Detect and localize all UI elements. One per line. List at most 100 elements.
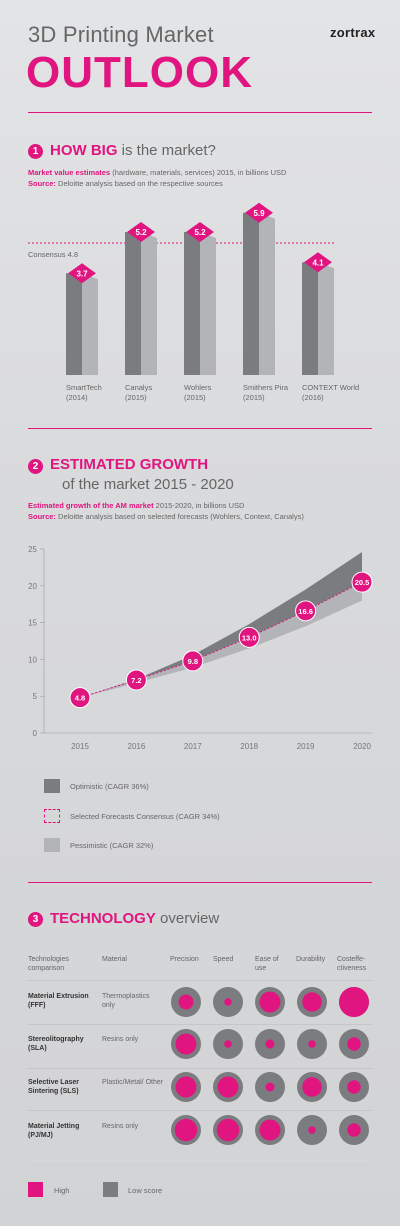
point-label: 20.5 <box>355 578 370 587</box>
point-marker <box>69 687 91 709</box>
section1-subtitle: Market value estimates (hardware, materi… <box>28 167 378 189</box>
score-dot-fill <box>347 1080 361 1094</box>
point-label: 7.2 <box>131 676 141 685</box>
legend-high-label: High <box>54 1186 70 1195</box>
score-dot-fill <box>259 991 281 1013</box>
section1-subtitle-bold: Market value estimates <box>28 168 111 177</box>
point-marker <box>295 600 317 622</box>
section1-title-rest: is the market? <box>117 142 216 159</box>
col-header-tech: Technologies comparison <box>28 956 69 972</box>
bar-value-marker <box>245 202 273 223</box>
consensus-label: Consensus 4.8 <box>28 250 79 259</box>
bar-value-marker <box>68 263 96 284</box>
score-dot-fill <box>302 1077 322 1097</box>
score-dot-fill <box>308 1126 316 1134</box>
bar-front <box>302 262 318 375</box>
legend-swatch-pessimistic <box>44 838 60 852</box>
section2-source-bold: Source: <box>28 512 56 521</box>
bar-value-marker <box>127 222 155 242</box>
divider <box>28 428 372 429</box>
consensus-point: 4.8 <box>69 687 91 709</box>
bar-side <box>141 232 157 375</box>
section2-title-line2: of the market 2015 - 2020 <box>62 476 234 493</box>
y-tick-label: 20 <box>28 582 37 591</box>
score-dot-fill <box>174 1118 198 1142</box>
point-marker <box>238 626 260 648</box>
score-dot <box>171 1115 201 1145</box>
section2-source-rest: Deloitte analysis based on selected fore… <box>55 512 304 521</box>
score-dot <box>255 987 285 1017</box>
score-dot-fill <box>347 1123 361 1137</box>
bar-value-label: 4.1 <box>312 258 324 267</box>
point-marker <box>182 650 204 672</box>
point-label: 16.6 <box>298 607 313 616</box>
row-material-pjmj: Resins only <box>102 1123 139 1130</box>
score-dot-fill <box>217 1076 239 1098</box>
y-tick-label: 25 <box>28 545 37 554</box>
divider <box>28 882 372 883</box>
bar-1: 5.2 <box>125 222 157 375</box>
col-header-speed: Speed <box>213 956 234 963</box>
y-tick-label: 0 <box>33 729 38 738</box>
score-dot <box>171 987 201 1017</box>
score-dot-fill <box>175 1033 197 1055</box>
x-tick-label: 2018 <box>240 742 258 751</box>
x-tick-label: 2015 <box>71 742 89 751</box>
row-separator <box>28 1024 372 1025</box>
row-separator <box>28 1110 372 1111</box>
score-dot <box>339 1029 369 1059</box>
score-dot <box>339 987 369 1017</box>
score-dot-fill <box>339 987 369 1017</box>
bar-category-label: SmartTech (2014) <box>66 383 102 402</box>
bar-value-label: 5.2 <box>194 228 206 237</box>
point-marker <box>125 669 147 691</box>
section2-subtitle: Estimated growth of the AM market 2015-2… <box>28 500 388 522</box>
section2-title: ESTIMATED GROWTH <box>50 456 208 473</box>
legend-swatch-optimistic <box>44 779 60 793</box>
divider <box>28 1160 372 1161</box>
bar-3: 5.9 <box>243 202 275 375</box>
score-dot <box>297 1115 327 1145</box>
score-grid <box>171 987 369 1145</box>
col-header-durability: Durability <box>296 956 326 963</box>
bar-front <box>66 273 82 375</box>
row-separator <box>28 980 372 981</box>
score-dot <box>255 1029 285 1059</box>
score-dot-fill <box>178 994 194 1010</box>
bar-category-label: Smithers Pira (2015) <box>243 383 289 402</box>
y-tick-label: 5 <box>33 692 38 701</box>
row-material-sls: Plastic/Metal/ Other <box>102 1079 164 1086</box>
score-dot-fill <box>224 1040 232 1048</box>
legend-low-swatch <box>103 1182 118 1197</box>
score-dot-fill <box>224 998 232 1006</box>
score-dot <box>171 1029 201 1059</box>
section1-title-bold: HOW BIG <box>50 142 118 159</box>
section2-subtitle-rest: 2015-2020, in billions USD <box>153 501 245 510</box>
col-header-material: Material <box>102 956 127 963</box>
score-dot <box>213 1072 243 1102</box>
bar-value-label: 5.2 <box>135 228 147 237</box>
bar-category-label: Canalys (2015) <box>125 383 153 402</box>
legend-label-optimistic: Optimistic (CAGR 36%) <box>70 782 149 791</box>
section2-title-bold: ESTIMATED GROWTH <box>50 456 209 473</box>
divider <box>28 112 372 113</box>
section1-title: HOW BIG is the market? <box>50 142 216 159</box>
title-line1: 3D Printing Market <box>28 22 214 47</box>
point-label: 13.0 <box>242 633 257 642</box>
legend-label-consensus: Selected Forecasts Consensus (CAGR 34%) <box>70 812 220 821</box>
x-tick-label: 2019 <box>297 742 315 751</box>
score-dot-fill <box>265 1082 275 1092</box>
section1-source-rest: Deloitte analysis based on the respectiv… <box>55 179 223 188</box>
col-header-precision: Precision <box>170 956 199 963</box>
consensus-point: 13.0 <box>238 626 260 648</box>
y-tick-label: 15 <box>28 619 37 628</box>
bar-side <box>82 273 98 375</box>
legend-swatch-consensus <box>44 809 60 823</box>
score-dot <box>339 1115 369 1145</box>
bar-front <box>184 232 200 375</box>
score-dot <box>255 1072 285 1102</box>
point-marker <box>351 571 373 593</box>
bar-front <box>243 212 259 375</box>
bar-side <box>259 212 275 375</box>
score-dot <box>339 1072 369 1102</box>
